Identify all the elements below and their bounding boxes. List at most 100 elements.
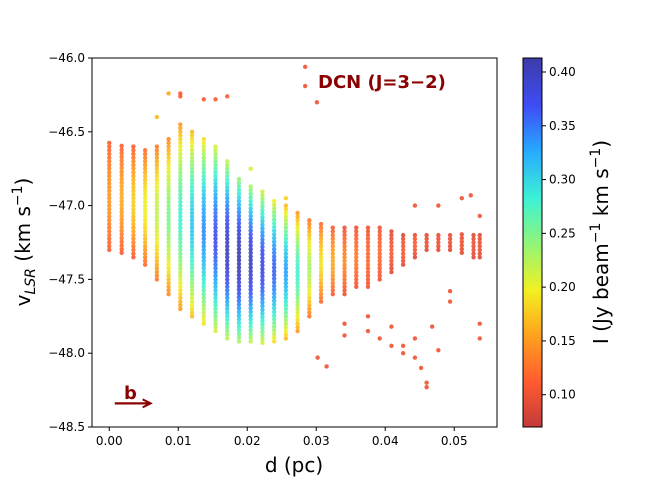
data-point — [459, 239, 465, 244]
data-point — [295, 247, 300, 253]
data-point — [201, 236, 206, 242]
data-point — [283, 332, 289, 337]
data-point — [107, 148, 112, 153]
data-point — [178, 299, 183, 304]
data-point — [213, 218, 218, 223]
data-point — [154, 210, 160, 216]
data-point — [318, 221, 324, 227]
data-point — [142, 155, 148, 160]
data-point — [142, 229, 148, 234]
data-point — [283, 251, 289, 256]
data-point — [354, 258, 359, 264]
data-point — [225, 266, 230, 271]
data-point — [271, 305, 277, 311]
data-point — [107, 243, 112, 249]
data-point — [178, 229, 183, 234]
data-point — [154, 214, 160, 219]
data-point — [307, 258, 312, 264]
data-point — [225, 262, 230, 267]
data-point — [213, 273, 218, 278]
data-point — [107, 188, 112, 194]
data-point — [283, 280, 289, 286]
data-point — [330, 251, 335, 256]
data-point — [213, 232, 218, 238]
data-point — [154, 243, 160, 249]
data-point — [178, 255, 183, 260]
data-point — [271, 239, 277, 244]
data-point — [189, 136, 195, 142]
data-point — [189, 303, 195, 308]
data-point — [318, 232, 324, 238]
y-tick-label: −48.0 — [48, 346, 85, 360]
data-point — [236, 283, 242, 289]
data-point — [248, 246, 253, 252]
data-point — [178, 170, 183, 175]
data-point — [365, 255, 371, 260]
data-point — [260, 252, 265, 257]
data-point — [142, 225, 148, 230]
data-point — [201, 148, 206, 153]
data-point — [166, 162, 171, 168]
data-point — [477, 232, 482, 238]
data-point — [354, 225, 359, 230]
data-point — [377, 336, 382, 341]
data-point — [307, 221, 312, 227]
data-point — [271, 320, 277, 326]
data-point — [131, 159, 136, 164]
data-point — [283, 273, 289, 278]
data-point — [412, 251, 418, 256]
data-point — [201, 321, 206, 326]
data-point — [107, 181, 112, 186]
data-point — [260, 196, 265, 202]
data-point — [248, 213, 253, 219]
data-point — [271, 265, 277, 270]
data-point — [260, 263, 265, 268]
data-point — [213, 166, 218, 171]
data-point — [189, 291, 195, 297]
data-point — [119, 232, 124, 237]
data-point — [354, 277, 359, 282]
data-point — [436, 240, 441, 245]
data-point — [154, 262, 160, 267]
data-point — [307, 288, 312, 293]
data-point — [154, 269, 160, 275]
data-point — [119, 213, 124, 219]
data-point — [107, 214, 112, 219]
data-point — [318, 251, 324, 256]
data-point — [283, 266, 289, 271]
data-point — [271, 261, 277, 267]
data-point — [342, 333, 347, 338]
data-point — [248, 291, 253, 296]
data-point — [178, 173, 183, 179]
data-point — [189, 284, 195, 289]
data-point — [178, 133, 183, 138]
data-point — [225, 273, 230, 278]
data-point — [201, 273, 206, 278]
plot-area — [92, 58, 497, 427]
data-point — [189, 188, 195, 194]
data-point — [283, 269, 289, 275]
data-point — [166, 266, 171, 271]
data-point — [271, 276, 277, 281]
data-point — [166, 218, 171, 223]
data-point — [447, 232, 453, 238]
data-point — [213, 199, 218, 205]
data-point — [354, 243, 359, 249]
data-point — [429, 324, 435, 329]
data-point — [142, 210, 148, 216]
data-point — [260, 311, 265, 316]
data-point — [354, 232, 359, 238]
data-point — [295, 269, 300, 275]
data-point — [166, 140, 171, 146]
data-point — [131, 243, 136, 249]
data-point — [189, 207, 195, 212]
data-point — [107, 196, 112, 201]
data-point — [389, 258, 394, 264]
data-point — [271, 317, 277, 322]
data-point — [307, 299, 312, 304]
data-point — [189, 273, 195, 278]
data-point — [400, 243, 406, 249]
data-point — [189, 170, 195, 175]
data-point — [119, 202, 124, 208]
data-point — [248, 276, 253, 281]
